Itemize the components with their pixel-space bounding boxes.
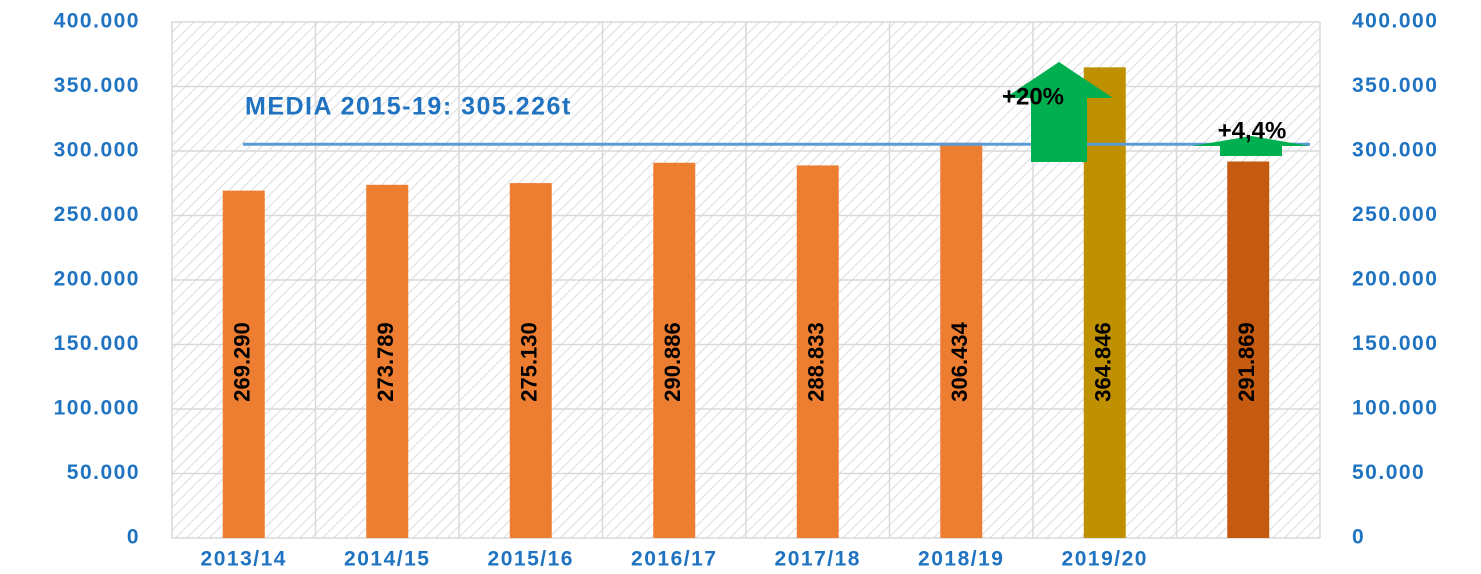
- data-label: 290.886: [660, 322, 685, 402]
- y2-tick-label: 400.000: [1352, 10, 1438, 33]
- y2-tick-label: 300.000: [1352, 139, 1438, 162]
- arrow-up: [1192, 136, 1310, 156]
- x-tick-label: 2014/15: [344, 548, 430, 571]
- data-label: 364.846: [1091, 322, 1116, 402]
- y2-tick-label: 150.000: [1352, 332, 1438, 355]
- y-tick-label: 300.000: [54, 139, 140, 162]
- x-tick-label: 2015/16: [488, 548, 574, 571]
- bar: [1227, 161, 1270, 538]
- bar: [940, 142, 983, 538]
- x-tick-label: 2017/18: [775, 548, 861, 571]
- y-tick-label: 50.000: [67, 461, 140, 484]
- y-tick-label: 400.000: [54, 10, 140, 33]
- y-tick-label: 0: [127, 526, 140, 549]
- x-tick-label: 2019/20: [1062, 548, 1148, 571]
- data-label: 275.130: [517, 322, 542, 402]
- bar: [366, 184, 409, 538]
- y2-tick-label: 350.000: [1352, 74, 1438, 97]
- y-tick-label: 200.000: [54, 268, 140, 291]
- y2-tick-label: 0: [1352, 526, 1365, 549]
- arrow-up: [1005, 62, 1113, 162]
- data-label: 291.869: [1234, 322, 1259, 402]
- y-tick-label: 100.000: [54, 397, 140, 420]
- y2-tick-label: 50.000: [1352, 461, 1425, 484]
- bar: [653, 162, 696, 538]
- x-tick-label: 2016/17: [631, 548, 717, 571]
- data-label: 273.789: [373, 322, 398, 402]
- data-label: 288.833: [804, 322, 829, 402]
- y2-tick-label: 250.000: [1352, 203, 1438, 226]
- data-label: 269.290: [230, 322, 255, 402]
- y-tick-label: 250.000: [54, 203, 140, 226]
- y-tick-label: 150.000: [54, 332, 140, 355]
- x-tick-label: 2018/19: [918, 548, 1004, 571]
- mean-label: MEDIA 2015-19: 305.226t: [245, 93, 572, 121]
- y2-tick-label: 200.000: [1352, 268, 1438, 291]
- y-tick-label: 350.000: [54, 74, 140, 97]
- x-tick-label: 2013/14: [201, 548, 287, 571]
- bar: [1083, 67, 1126, 538]
- annotation: +20%: [1002, 83, 1064, 110]
- annotation: +4,4%: [1218, 117, 1287, 144]
- data-label: 306.434: [947, 321, 972, 401]
- bar: [509, 183, 552, 538]
- bar: [222, 190, 265, 538]
- y2-tick-label: 100.000: [1352, 397, 1438, 420]
- bar: [796, 165, 839, 538]
